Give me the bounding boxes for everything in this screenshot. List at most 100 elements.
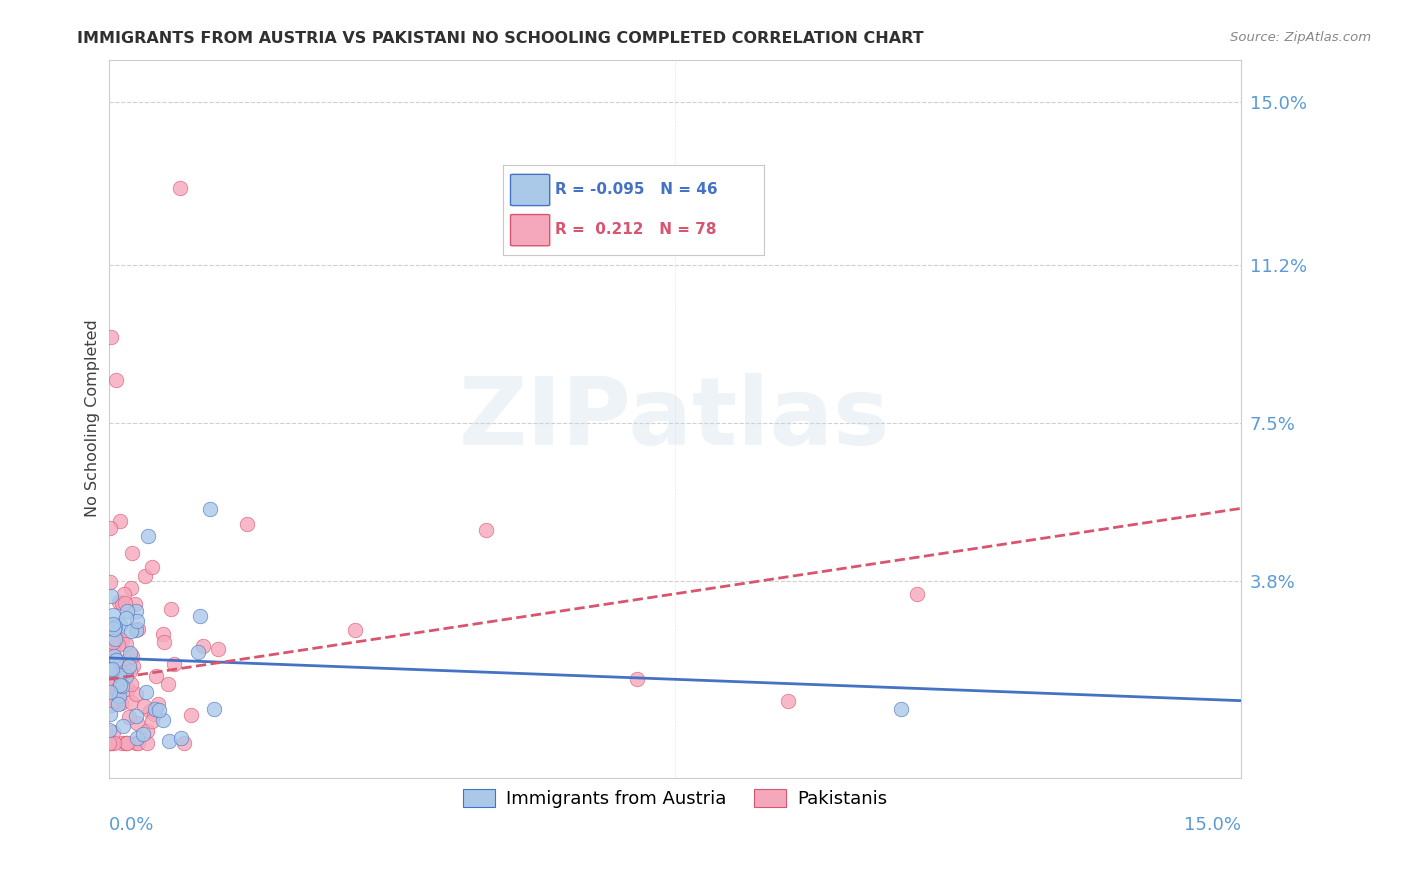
Point — [114, 736, 136, 750]
Point — [626, 673, 648, 687]
Point — [110, 679, 132, 693]
FancyBboxPatch shape — [510, 174, 550, 205]
Point — [115, 610, 138, 624]
Point — [111, 633, 134, 648]
Point — [103, 618, 125, 632]
Point — [135, 685, 157, 699]
Point — [98, 684, 121, 698]
Point — [120, 646, 142, 660]
Point — [141, 714, 163, 728]
Point — [100, 698, 122, 712]
Point — [124, 736, 146, 750]
Point — [100, 706, 122, 721]
Point — [98, 679, 121, 693]
Point — [104, 632, 127, 647]
Point — [103, 736, 125, 750]
Point — [114, 597, 136, 611]
Point — [101, 617, 124, 632]
Point — [187, 644, 209, 658]
Point — [127, 622, 149, 636]
Point — [125, 604, 148, 618]
Point — [103, 622, 125, 636]
Point — [121, 658, 143, 673]
Point — [139, 704, 162, 718]
Point — [107, 697, 129, 711]
Point — [145, 669, 167, 683]
Point — [132, 726, 155, 740]
Point — [108, 678, 131, 692]
Point — [121, 648, 143, 663]
Point — [98, 736, 121, 750]
Point — [143, 702, 166, 716]
Point — [236, 517, 259, 532]
Point — [98, 575, 121, 590]
Point — [104, 694, 127, 708]
Point — [125, 708, 148, 723]
Text: 15.0%: 15.0% — [1184, 816, 1241, 834]
Point — [100, 589, 122, 603]
Point — [115, 604, 138, 618]
Point — [107, 638, 129, 652]
Point — [905, 587, 928, 601]
Point — [104, 617, 127, 632]
Point — [120, 581, 142, 595]
Point — [115, 665, 138, 679]
Point — [98, 723, 121, 737]
Point — [110, 696, 132, 710]
Point — [117, 736, 139, 750]
Point — [108, 515, 131, 529]
Point — [112, 587, 135, 601]
Point — [108, 668, 131, 682]
Point — [101, 724, 124, 739]
Point — [101, 640, 124, 654]
Point — [152, 627, 174, 641]
Text: Source: ZipAtlas.com: Source: ZipAtlas.com — [1230, 31, 1371, 45]
Point — [169, 181, 191, 195]
Point — [118, 665, 141, 679]
Point — [105, 373, 128, 387]
Point — [117, 681, 139, 696]
Point — [170, 731, 193, 745]
Point — [136, 723, 159, 738]
Point — [207, 641, 229, 656]
Point — [111, 736, 134, 750]
Point — [118, 710, 141, 724]
Point — [111, 596, 134, 610]
Point — [108, 617, 131, 632]
Point — [188, 609, 211, 624]
Point — [100, 736, 122, 750]
Point — [107, 659, 129, 673]
Point — [890, 702, 912, 716]
Point — [146, 698, 169, 712]
Point — [101, 643, 124, 657]
Point — [100, 330, 122, 344]
Point — [125, 687, 148, 701]
Point — [141, 560, 163, 574]
Point — [180, 708, 202, 723]
Point — [156, 677, 179, 691]
Point — [136, 736, 159, 750]
Point — [98, 663, 121, 677]
Point — [108, 595, 131, 609]
Point — [127, 716, 149, 731]
Point — [114, 669, 136, 683]
Point — [101, 607, 124, 622]
Point — [98, 684, 121, 698]
Point — [120, 624, 142, 639]
Point — [163, 657, 186, 671]
FancyBboxPatch shape — [510, 215, 550, 246]
Text: R =  0.212   N = 78: R = 0.212 N = 78 — [555, 222, 717, 237]
Point — [103, 668, 125, 682]
Point — [100, 662, 122, 676]
Point — [104, 653, 127, 667]
Point — [101, 634, 124, 648]
Point — [127, 731, 149, 745]
Point — [100, 736, 122, 750]
Legend: Immigrants from Austria, Pakistanis: Immigrants from Austria, Pakistanis — [456, 781, 894, 815]
Point — [125, 624, 148, 638]
Point — [120, 694, 142, 708]
Point — [100, 640, 122, 654]
Point — [114, 736, 136, 750]
Point — [105, 633, 128, 648]
Point — [204, 702, 226, 716]
